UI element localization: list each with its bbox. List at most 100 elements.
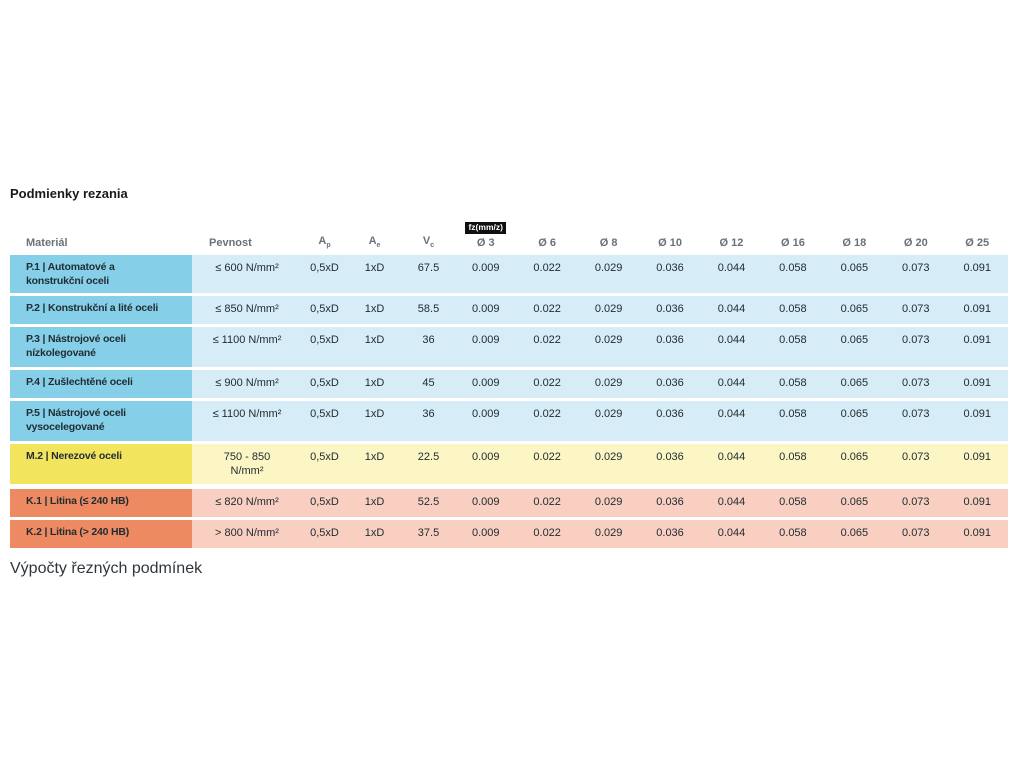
fz-cell: 0.044 (717, 303, 746, 315)
material-cell: P.2 | Konstrukční a lité oceli (10, 296, 192, 324)
fz-cell: 0.036 (656, 527, 684, 539)
fz-unit-badge: fz(mm/z) (465, 221, 506, 234)
table-row-k2: K.2 | Litina (> 240 HB) > 800 N/mm² 0,5x… (10, 520, 1008, 548)
fz-cell: 0.022 (533, 377, 561, 389)
fz-cell: 0.036 (656, 334, 684, 346)
fz-cell: 0.091 (963, 377, 991, 389)
fz-cell: 0.065 (840, 262, 869, 274)
material-cell: K.1 | Litina (≤ 240 HB) (10, 489, 192, 517)
table-row-p1: P.1 | Automatové a konstrukční oceli ≤ 6… (10, 255, 1008, 293)
fz-cell: 0.009 (471, 262, 500, 274)
fz-cell: 0.065 (840, 303, 869, 315)
pevnost-cell: ≤ 1100 N/mm² (212, 408, 282, 420)
table-row-m2: M.2 | Nerezové oceli 750 - 850 N/mm² 0,5… (10, 444, 1008, 484)
pevnost-cell: ≤ 820 N/mm² (215, 496, 279, 508)
fz-cell: 0.044 (717, 377, 746, 389)
fz-cell: 0.065 (840, 527, 869, 539)
fz-cell: 0.058 (779, 496, 807, 508)
vc-cell: 22.5 (417, 451, 440, 463)
vc-cell: 58.5 (417, 303, 440, 315)
fz-cell: 0.036 (656, 408, 684, 420)
fz-cell: 0.044 (717, 496, 746, 508)
fz-cell: 0.073 (902, 377, 930, 389)
fz-cell: 0.029 (594, 377, 623, 389)
ae-cell: 1xD (364, 496, 385, 508)
pevnost-cell: 750 - 850 N/mm² (223, 451, 271, 477)
fz-cell: 0.073 (902, 408, 930, 420)
fz-cell: 0.073 (902, 303, 930, 315)
fz-cell: 0.009 (471, 334, 500, 346)
fz-cell: 0.065 (840, 496, 869, 508)
col-d3: fz(mm/z) Ø 3 (455, 221, 516, 249)
fz-cell: 0.058 (779, 334, 807, 346)
fz-cell: 0.036 (656, 496, 684, 508)
fz-cell: 0.058 (779, 262, 807, 274)
ap-cell: 0,5xD (310, 334, 339, 346)
col-ap: Ap (318, 234, 331, 249)
fz-cell: 0.065 (840, 408, 869, 420)
fz-cell: 0.044 (717, 334, 746, 346)
fz-cell: 0.065 (840, 451, 869, 463)
col-vc: Vc (422, 234, 435, 249)
ap-cell: 0,5xD (310, 262, 339, 274)
fz-cell: 0.044 (717, 451, 746, 463)
fz-cell: 0.044 (717, 527, 746, 539)
table-row-p5: P.5 | Nástrojové oceli vysocelegované ≤ … (10, 401, 1008, 441)
fz-cell: 0.073 (902, 262, 930, 274)
fz-cell: 0.009 (471, 408, 500, 420)
ae-cell: 1xD (364, 303, 385, 315)
pevnost-cell: ≤ 1100 N/mm² (212, 334, 282, 346)
vc-cell: 36 (422, 334, 435, 346)
fz-cell: 0.036 (656, 262, 684, 274)
ap-cell: 0,5xD (310, 451, 339, 463)
table-row-p2: P.2 | Konstrukční a lité oceli ≤ 850 N/m… (10, 296, 1008, 324)
col-d25: Ø 25 (965, 237, 990, 249)
material-cell: P.4 | Zušlechtěné oceli (10, 370, 192, 398)
fz-cell: 0.029 (594, 496, 623, 508)
fz-cell: 0.091 (963, 527, 991, 539)
vc-cell: 36 (422, 408, 435, 420)
material-cell: P.5 | Nástrojové oceli vysocelegované (10, 401, 192, 441)
fz-cell: 0.091 (963, 262, 991, 274)
material-cell: M.2 | Nerezové oceli (10, 444, 192, 484)
fz-cell: 0.091 (963, 408, 991, 420)
ae-cell: 1xD (364, 262, 385, 274)
pevnost-cell: > 800 N/mm² (215, 527, 279, 539)
fz-cell: 0.022 (533, 303, 561, 315)
ae-cell: 1xD (364, 527, 385, 539)
fz-cell: 0.058 (779, 377, 807, 389)
table-row-k1: K.1 | Litina (≤ 240 HB) ≤ 820 N/mm² 0,5x… (10, 489, 1008, 517)
material-cell: P.3 | Nástrojové oceli nízkolegované (10, 327, 192, 367)
fz-cell: 0.058 (779, 303, 807, 315)
fz-cell: 0.036 (656, 377, 684, 389)
fz-cell: 0.073 (902, 334, 930, 346)
col-pevnost: Pevnost (209, 237, 252, 249)
ap-cell: 0,5xD (310, 527, 339, 539)
fz-cell: 0.029 (594, 303, 623, 315)
ae-cell: 1xD (364, 334, 385, 346)
ae-cell: 1xD (364, 451, 385, 463)
col-d6: Ø 6 (538, 237, 557, 249)
pevnost-cell: ≤ 600 N/mm² (215, 262, 279, 274)
fz-cell: 0.065 (840, 334, 869, 346)
cutting-conditions-table: Materiál Pevnost Ap Ae Vc fz(mm/z) Ø 3 Ø… (10, 216, 1008, 548)
col-d8: Ø 8 (599, 237, 618, 249)
fz-cell: 0.029 (594, 408, 623, 420)
table-header-row: Materiál Pevnost Ap Ae Vc fz(mm/z) Ø 3 Ø… (10, 216, 1008, 255)
fz-cell: 0.022 (533, 527, 561, 539)
material-cell: K.2 | Litina (> 240 HB) (10, 520, 192, 548)
fz-cell: 0.091 (963, 334, 991, 346)
ap-cell: 0,5xD (310, 496, 339, 508)
col-ae: Ae (368, 234, 381, 249)
fz-cell: 0.029 (594, 334, 623, 346)
fz-cell: 0.036 (656, 451, 684, 463)
fz-cell: 0.009 (471, 303, 500, 315)
pevnost-cell: ≤ 850 N/mm² (215, 303, 279, 315)
vc-cell: 52.5 (417, 496, 440, 508)
fz-cell: 0.044 (717, 262, 746, 274)
fz-cell: 0.073 (902, 527, 930, 539)
table-row-p4: P.4 | Zušlechtěné oceli ≤ 900 N/mm² 0,5x… (10, 370, 1008, 398)
fz-cell: 0.029 (594, 451, 623, 463)
fz-cell: 0.009 (471, 496, 500, 508)
fz-cell: 0.009 (471, 451, 500, 463)
